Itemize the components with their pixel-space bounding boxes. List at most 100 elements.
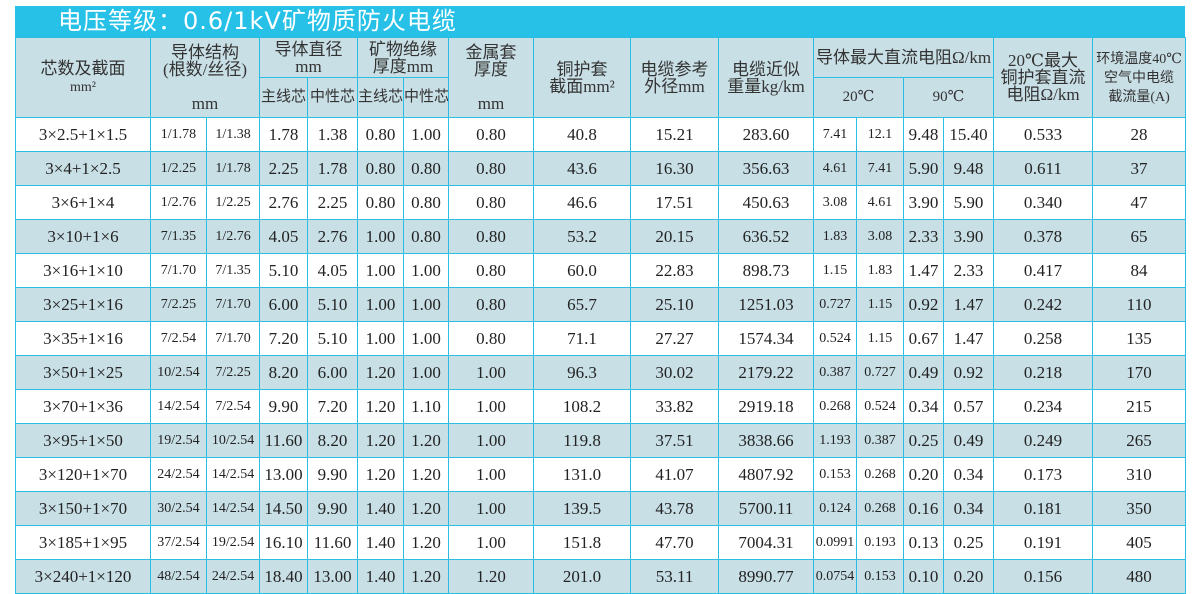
table-cell: 0.57: [943, 389, 995, 424]
table-row: 3×35+1×16 7/2.54 7/1.70 7.20 5.10 1.00 1.00 0.8…: [15, 321, 1187, 356]
table-cell: 0.34: [943, 457, 995, 492]
table-cell: 0.727: [856, 355, 905, 390]
table-cell: 0.234: [993, 389, 1094, 424]
table-cell: 0.0991: [813, 525, 858, 560]
table-cell: 1.83: [813, 219, 858, 254]
table-cell: 1.20: [357, 355, 405, 390]
table-cell: 1.47: [943, 287, 995, 322]
table-cell: 1.00: [403, 355, 450, 390]
table-cell: 65.7: [533, 287, 632, 322]
header-diameter-neutral: 中性芯: [307, 77, 359, 118]
table-cell: 1.20: [357, 389, 405, 424]
table-cell: 7/2.25: [205, 355, 261, 390]
table-cell: 0.80: [448, 117, 535, 152]
table-cell: 170: [1092, 355, 1187, 390]
table-cell: 108.2: [533, 389, 632, 424]
table-cell: 2.76: [259, 185, 309, 220]
table-cell: 1.78: [307, 151, 359, 186]
table-row: 3×2.5+1×1.5 1/1.78 1/1.38 1.78 1.38 0.80 1.00 0…: [15, 117, 1187, 152]
header-insulation: 矿物绝缘 厚度mm: [357, 37, 450, 78]
table-cell: 1251.03: [718, 287, 815, 322]
table-cell: 1.20: [403, 423, 450, 458]
table-cell: 5.90: [903, 151, 945, 186]
table-cell: 37: [1092, 151, 1187, 186]
table-cell: 1.10: [403, 389, 450, 424]
table-cell: 37.51: [630, 423, 720, 458]
table-cell: 1.20: [403, 491, 450, 526]
table-cell: 9.90: [307, 491, 359, 526]
table-cell: 1.00: [403, 287, 450, 322]
table-cell: 2179.22: [718, 355, 815, 390]
table-cell: 46.6: [533, 185, 632, 220]
table-cell: 1/2.76: [150, 185, 207, 220]
table-cell: 1.47: [903, 253, 945, 288]
table-cell: 0.80: [403, 219, 450, 254]
table-cell: 65: [1092, 219, 1187, 254]
table-cell: 201.0: [533, 559, 632, 594]
table-cell: 0.181: [993, 491, 1094, 526]
table-cell: 7/1.35: [150, 219, 207, 254]
table-row: 3×10+1×6 7/1.35 1/2.76 4.05 2.76 1.00 0.80 0.80…: [15, 219, 1187, 254]
table-cell: 0.0754: [813, 559, 858, 594]
table-cell: 7.20: [307, 389, 359, 424]
header-resistance-90: 90℃: [903, 77, 995, 118]
table-cell: 0.156: [993, 559, 1094, 594]
table-cell: 3×70+1×36: [15, 389, 151, 424]
table-cell: 3838.66: [718, 423, 815, 458]
table-cell: 1.47: [943, 321, 995, 356]
table-cell: 14/2.54: [205, 491, 261, 526]
table-cell: 5700.11: [718, 491, 815, 526]
table-cell: 7/2.54: [205, 389, 261, 424]
table-row: 3×240+1×120 48/2.54 24/2.54 18.40 13.00 1.40 1…: [15, 559, 1187, 594]
table-cell: 0.80: [357, 117, 405, 152]
table-cell: 9.48: [903, 117, 945, 152]
table-cell: 5.10: [307, 321, 359, 356]
table-cell: 4807.92: [718, 457, 815, 492]
table-cell: 1.38: [307, 117, 359, 152]
header-diameter: 导体直径 mm: [259, 37, 359, 78]
table-cell: 0.80: [357, 185, 405, 220]
table-cell: 24/2.54: [205, 559, 261, 594]
table-cell: 3×50+1×25: [15, 355, 151, 390]
header-diameter-main: 主线芯: [259, 77, 309, 118]
table-cell: 450.63: [718, 185, 815, 220]
table-cell: 3×6+1×4: [15, 185, 151, 220]
table-cell: 1574.34: [718, 321, 815, 356]
table-cell: 13.00: [307, 559, 359, 594]
table-cell: 25.10: [630, 287, 720, 322]
table-cell: 3×95+1×50: [15, 423, 151, 458]
table-cell: 1.00: [448, 457, 535, 492]
table-cell: 0.80: [448, 151, 535, 186]
header-resistance: 导体最大直流电阻Ω/km: [813, 37, 995, 78]
table-cell: 265: [1092, 423, 1187, 458]
table-cell: 7/1.70: [205, 287, 261, 322]
table-cell: 8.20: [307, 423, 359, 458]
table-cell: 0.80: [357, 151, 405, 186]
table-cell: 215: [1092, 389, 1187, 424]
table-cell: 1/2.25: [150, 151, 207, 186]
header-sheath-thickness: 金属套 厚度 mm: [448, 37, 535, 118]
table-cell: 0.25: [903, 423, 945, 458]
table-cell: 2.33: [903, 219, 945, 254]
table-row: 3×185+1×95 37/2.54 19/2.54 16.10 11.60 1.40 1.…: [15, 525, 1187, 560]
table-cell: 1/2.25: [205, 185, 261, 220]
table-cell: 13.00: [259, 457, 309, 492]
table-cell: 1.20: [357, 457, 405, 492]
table-cell: 53.11: [630, 559, 720, 594]
table-cell: 0.80: [448, 287, 535, 322]
table-cell: 0.10: [903, 559, 945, 594]
table-cell: 0.387: [856, 423, 905, 458]
table-cell: 0.80: [448, 321, 535, 356]
table-cell: 8990.77: [718, 559, 815, 594]
table-title: 电压等级：0.6/1kV矿物质防火电缆: [15, 6, 1185, 37]
table-cell: 71.1: [533, 321, 632, 356]
table-cell: 0.153: [813, 457, 858, 492]
table-cell: 16.10: [259, 525, 309, 560]
table-cell: 0.417: [993, 253, 1094, 288]
table-cell: 0.173: [993, 457, 1094, 492]
header-section: 芯数及截面 mm²: [15, 37, 151, 118]
table-cell: 3×35+1×16: [15, 321, 151, 356]
table-cell: 0.25: [943, 525, 995, 560]
table-cell: 0.80: [448, 185, 535, 220]
table-cell: 135: [1092, 321, 1187, 356]
